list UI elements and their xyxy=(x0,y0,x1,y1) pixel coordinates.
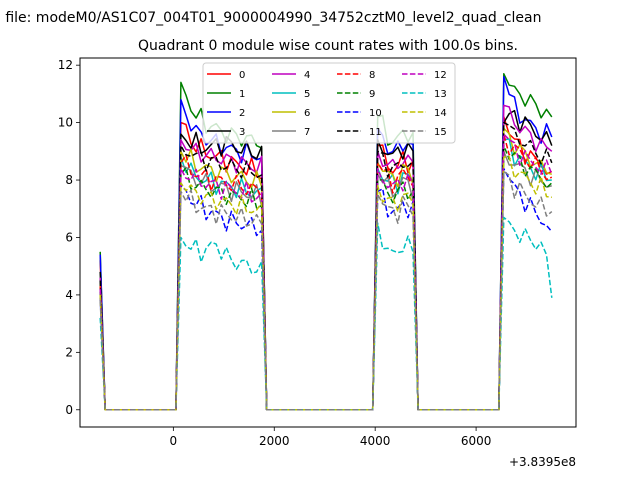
legend-label-13: 13 xyxy=(434,89,447,100)
series-line-10 xyxy=(99,167,553,411)
legend-label-9: 9 xyxy=(369,89,375,100)
y-tick-label: 12 xyxy=(58,58,73,72)
series-line-11 xyxy=(99,121,553,411)
legend-label-10: 10 xyxy=(369,108,382,119)
series-line-3 xyxy=(99,109,553,411)
legend-label-7: 7 xyxy=(304,127,310,138)
series-line-7 xyxy=(99,150,552,411)
series-line-0 xyxy=(99,116,553,411)
series-line-13 xyxy=(99,216,553,411)
legend-label-15: 15 xyxy=(434,127,447,138)
legend-label-14: 14 xyxy=(434,108,447,119)
legend-label-2: 2 xyxy=(239,108,245,119)
x-axis: 0 2000 4000 6000 xyxy=(170,427,492,448)
y-tick-label: 6 xyxy=(65,230,73,244)
x-tick-label: 6000 xyxy=(461,434,492,448)
legend-label-12: 12 xyxy=(434,70,447,81)
series-line-8 xyxy=(99,133,553,411)
legend-label-6: 6 xyxy=(304,108,310,119)
legend-box xyxy=(202,62,456,144)
legend-label-0: 0 xyxy=(239,70,245,81)
y-tick-label: 10 xyxy=(58,116,73,130)
y-tick-label: 8 xyxy=(65,173,73,187)
y-tick-label: 2 xyxy=(65,345,73,359)
series-line-5 xyxy=(99,138,552,411)
legend-label-4: 4 xyxy=(304,70,310,81)
chart-title: Quadrant 0 module wise count rates with … xyxy=(138,38,518,54)
legend-label-11: 11 xyxy=(369,127,382,138)
series-line-6 xyxy=(99,127,553,411)
series-line-12 xyxy=(99,133,553,411)
y-tick-label: 0 xyxy=(65,403,73,417)
legend-label-5: 5 xyxy=(304,89,310,100)
series-line-9 xyxy=(99,144,553,411)
figure-suptitle: n file: modeM0/AS1C07_004T01_9000004990_… xyxy=(0,10,541,26)
x-offset-label: +3.8395e8 xyxy=(509,455,576,469)
x-tick-label: 2000 xyxy=(259,434,290,448)
axes-frame xyxy=(79,57,577,428)
legend-label-1: 1 xyxy=(239,89,245,100)
plot-lines xyxy=(99,73,553,411)
x-tick-label: 0 xyxy=(170,434,178,448)
legend-label-8: 8 xyxy=(369,70,375,81)
legend-label-3: 3 xyxy=(239,127,245,138)
y-axis: 0 2 4 6 8 10 12 xyxy=(58,58,80,417)
x-tick-label: 4000 xyxy=(360,434,391,448)
series-line-14 xyxy=(99,156,552,411)
series-line-15 xyxy=(99,170,553,411)
y-tick-label: 4 xyxy=(65,288,73,302)
series-line-4 xyxy=(99,104,553,411)
